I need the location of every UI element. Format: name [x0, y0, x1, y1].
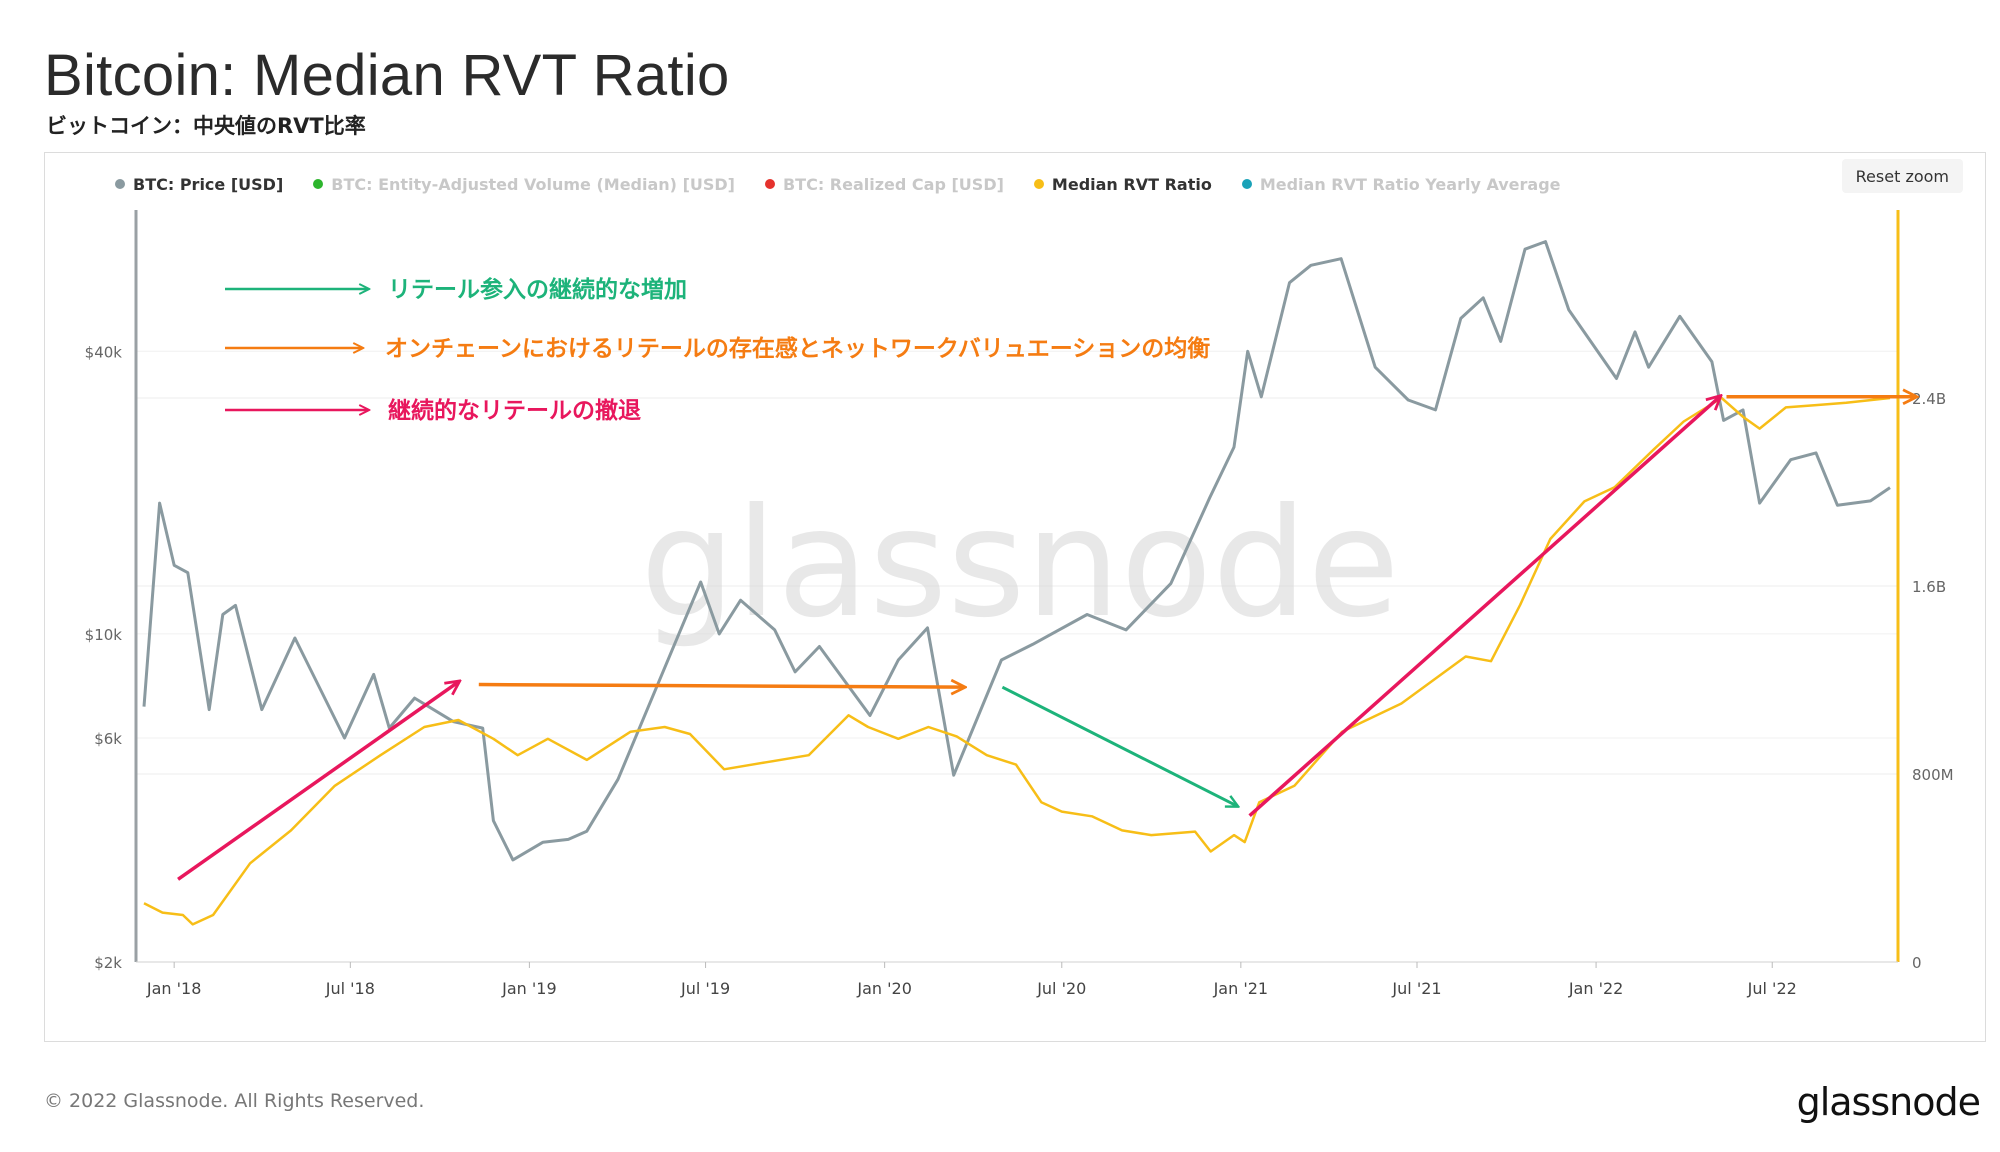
- annotation-legend: リテール参入の継続的な増加 オンチェーンにおけるリテールの存在感とネットワークバ…: [225, 276, 1210, 424]
- green-annotation-label: リテール参入の継続的な増加: [388, 276, 687, 303]
- x-tick-label: Jul '18: [325, 979, 375, 998]
- pink-annotation-label: 継続的なリテールの撤退: [388, 397, 641, 424]
- annotation-arrows: [177, 397, 1915, 881]
- chart-legend: BTC: Price [USD] BTC: Entity-Adjusted Vo…: [115, 169, 1561, 199]
- reset-zoom-button[interactable]: Reset zoom: [1841, 159, 1963, 193]
- page-subtitle: ビットコイン：中央値のRVT比率: [46, 114, 366, 138]
- x-tick-label: Jan '21: [1213, 979, 1269, 998]
- legend-label: Median RVT Ratio Yearly Average: [1259, 174, 1561, 194]
- legend-label: BTC: Price [USD]: [133, 174, 284, 194]
- legend-item-realized-cap[interactable]: BTC: Realized Cap [USD]: [764, 174, 1004, 194]
- grid-lines: [136, 350, 1898, 963]
- x-tick-label: Jul '20: [1036, 979, 1086, 998]
- x-tick-label: Jul '21: [1391, 979, 1441, 998]
- x-tick-label: Jan '19: [501, 979, 557, 998]
- y-left-tick-label: $40k: [85, 343, 123, 361]
- axes: 0 800M 1.6B 2.4B $2k $6k $10k $40k Jan '18 Jul '1…: [85, 210, 1954, 998]
- legend-marker: [313, 179, 324, 189]
- x-tick-label: Jul '22: [1747, 979, 1797, 998]
- y-left-tick-label: $10k: [85, 626, 123, 644]
- legend-label: Median RVT Ratio: [1051, 174, 1212, 194]
- legend-marker: [1033, 179, 1044, 189]
- chart-container: BTC: Price [USD] BTC: Entity-Adjusted Vo…: [44, 152, 1986, 1042]
- copyright-text: © 2022 Glassnode. All Rights Reserved.: [44, 1090, 425, 1112]
- x-tick-label: Jan '22: [1568, 979, 1624, 998]
- y-right-tick-label: 0: [1912, 954, 1922, 972]
- legend-item-median-rvt[interactable]: Median RVT Ratio: [1033, 174, 1212, 194]
- green-trend-arrow: [1001, 685, 1237, 806]
- y-left-tick-label: $6k: [94, 730, 122, 748]
- series-line: [142, 240, 1891, 862]
- x-tick-label: Jul '19: [680, 979, 730, 998]
- y-left-tick-label: $2k: [94, 954, 122, 972]
- x-tick-label: Jan '20: [856, 979, 912, 998]
- pink-trend-arrow: [177, 682, 458, 881]
- series-line: [143, 396, 1891, 926]
- watermark-text: glassnode: [640, 477, 1399, 651]
- legend-marker: [764, 179, 775, 189]
- y-right-tick-label: 2.4B: [1912, 390, 1946, 408]
- y-right-tick-label: 1.6B: [1912, 578, 1946, 596]
- page-title: Bitcoin: Median RVT Ratio: [44, 43, 730, 108]
- legend-label: BTC: Realized Cap [USD]: [782, 174, 1004, 194]
- series-layer: [142, 240, 1891, 926]
- legend-label: BTC: Entity-Adjusted Volume (Median) [US…: [331, 174, 735, 194]
- x-tick-label: Jan '18: [146, 979, 202, 998]
- orange-trend-arrow: [478, 685, 964, 688]
- legend-item-rvt-yearly-average[interactable]: Median RVT Ratio Yearly Average: [1241, 174, 1561, 194]
- legend-marker: [115, 179, 125, 189]
- legend-item-btc-price[interactable]: BTC: Price [USD]: [115, 175, 283, 194]
- legend-marker: [1241, 179, 1252, 189]
- legend-item-entity-volume[interactable]: BTC: Entity-Adjusted Volume (Median) [US…: [313, 175, 735, 194]
- pink-trend-arrow: [1248, 397, 1720, 817]
- y-right-tick-label: 800M: [1912, 766, 1954, 784]
- glassnode-logo: glassnode: [1796, 1080, 1981, 1124]
- orange-annotation-label: オンチェーンにおけるリテールの存在感とネットワークバリュエーションの均衡: [385, 335, 1210, 362]
